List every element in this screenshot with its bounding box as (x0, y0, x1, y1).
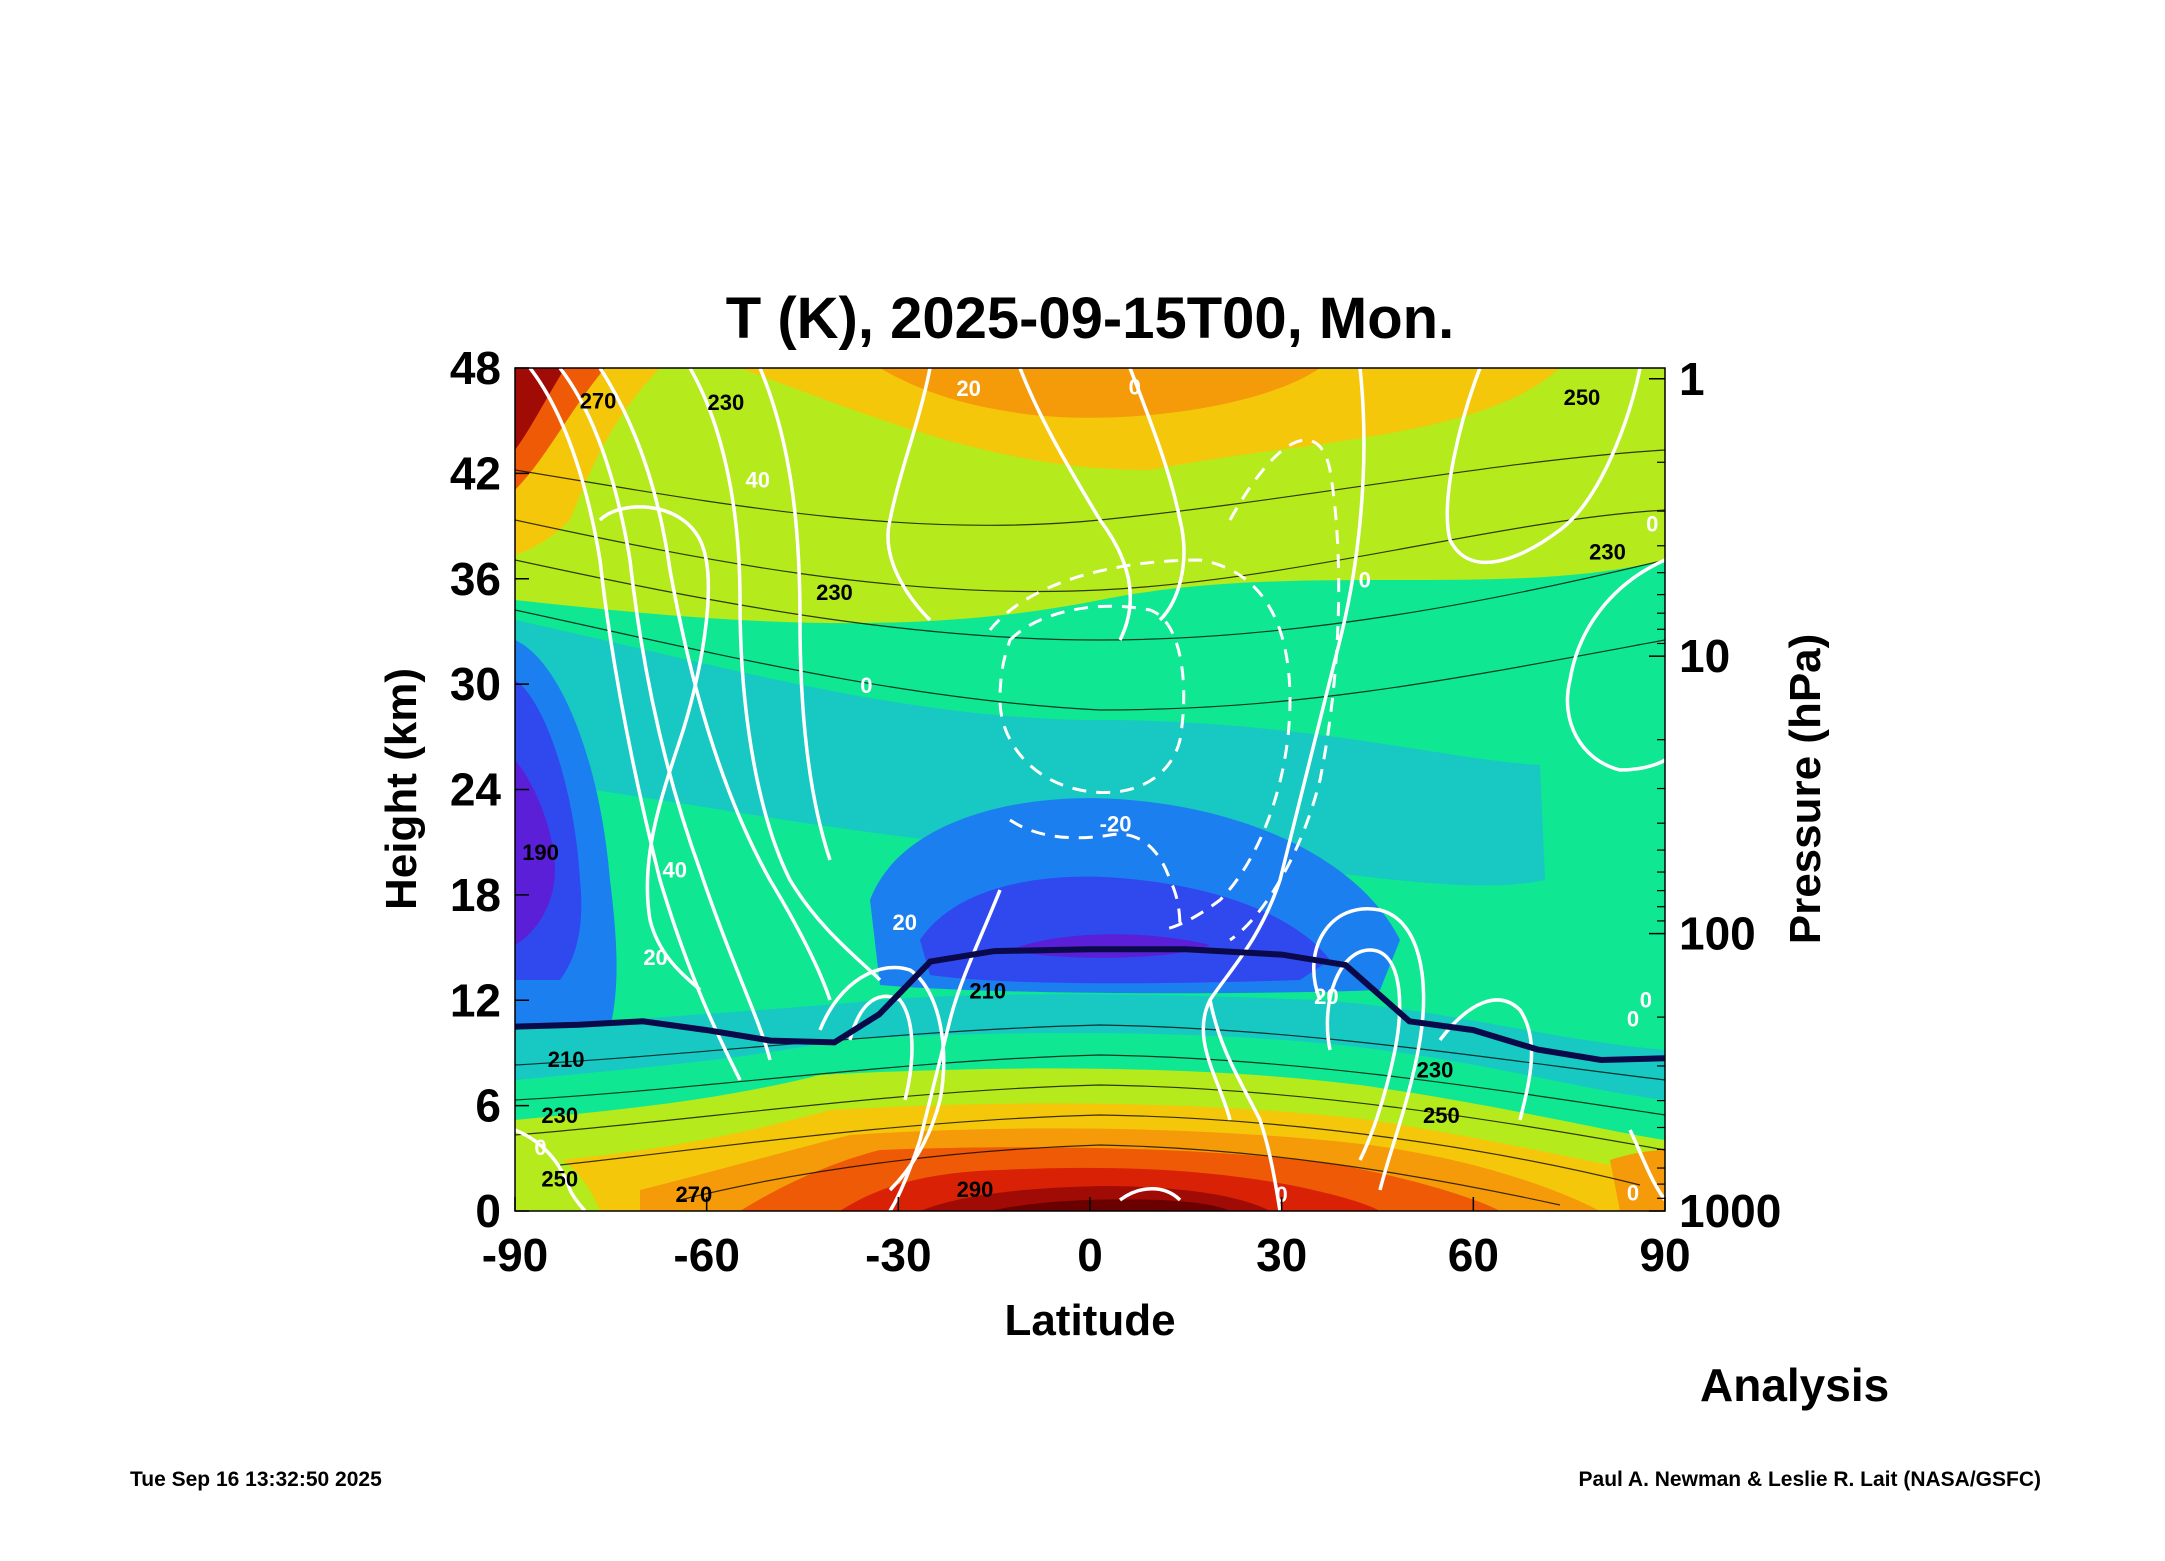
y-axis-left: 0 6 12 18 24 30 36 42 48 (450, 342, 529, 1237)
temperature-label: 230 (1417, 1058, 1454, 1083)
y-tick-label: 24 (450, 764, 502, 816)
temperature-label: 230 (707, 390, 744, 415)
timestamp-label: Tue Sep 16 13:32:50 2025 (130, 1468, 382, 1491)
x-tick-label: 60 (1448, 1229, 1499, 1281)
temperature-label: 290 (957, 1177, 994, 1202)
wind-label: 0 (860, 673, 872, 698)
x-axis-label: Latitude (1004, 1296, 1175, 1345)
temperature-label: 190 (522, 840, 559, 865)
isotherm-lines (515, 449, 1665, 1206)
chart-title: T (K), 2025-09-15T00, Mon. (726, 286, 1454, 351)
temperature-label: 270 (580, 388, 617, 413)
y2-tick-label: 1000 (1679, 1185, 1781, 1237)
wind-label: 20 (1314, 984, 1338, 1009)
temperature-label: 250 (541, 1166, 578, 1191)
wind-label: 0 (1627, 1007, 1639, 1032)
wind-contours-negative (988, 438, 1341, 942)
y-tick-label: 30 (450, 658, 501, 710)
x-tick-label: -60 (673, 1229, 739, 1281)
y2-tick-label: 10 (1679, 630, 1730, 682)
y-tick-label: 18 (450, 869, 501, 921)
y-axis-right: 1 10 100 1000 (1649, 353, 1781, 1237)
wind-label: 0 (534, 1135, 546, 1160)
wind-label: 0 (1646, 511, 1658, 536)
wind-label: 20 (956, 376, 980, 401)
temperature-label: 250 (1564, 385, 1601, 410)
wind-label: 0 (1359, 568, 1371, 593)
x-tick-label: 30 (1256, 1229, 1307, 1281)
x-tick-label: 90 (1639, 1229, 1690, 1281)
y-tick-label: 36 (450, 553, 501, 605)
wind-label: 20 (643, 945, 667, 970)
y-axis-label: Height (km) (377, 668, 426, 910)
temperature-field (515, 368, 1665, 1211)
wind-label: 0 (1627, 1180, 1639, 1205)
temperature-label: 230 (1589, 539, 1626, 564)
wind-label: 0 (1129, 374, 1141, 399)
wind-label: 0 (1276, 1182, 1288, 1207)
y-tick-label: 12 (450, 974, 501, 1026)
analysis-label: Analysis (1700, 1359, 1890, 1411)
wind-label: 40 (662, 857, 686, 882)
y-tick-label: 42 (450, 447, 501, 499)
tropopause-line (515, 946, 1665, 1064)
temperature-label: 230 (816, 580, 853, 605)
temperature-label: 250 (1423, 1103, 1460, 1128)
wind-label: 20 (892, 910, 916, 935)
wind-label: 0 (1640, 987, 1652, 1012)
wind-contours (515, 368, 1665, 1211)
y2-axis-label: Pressure (hPa) (1781, 634, 1830, 945)
temperature-label: 230 (541, 1103, 578, 1128)
credit-label: Paul A. Newman & Leslie R. Lait (NASA/GS… (1578, 1468, 2041, 1491)
y-tick-label: 48 (450, 342, 501, 394)
y2-tick-label: 1 (1679, 353, 1705, 405)
x-tick-label: -30 (865, 1229, 931, 1281)
y-tick-label: 0 (475, 1185, 501, 1237)
x-axis: -90 -60 -30 0 30 60 90 (482, 1197, 1691, 1281)
x-tick-label: -90 (482, 1229, 548, 1281)
y-tick-label: 6 (475, 1080, 501, 1132)
temperature-label: 210 (548, 1047, 585, 1072)
y2-tick-label: 100 (1679, 908, 1756, 960)
wind-label: 40 (746, 467, 770, 492)
x-tick-label: 0 (1077, 1229, 1103, 1281)
wind-label: -20 (1100, 812, 1132, 837)
temperature-label: 210 (969, 978, 1006, 1003)
